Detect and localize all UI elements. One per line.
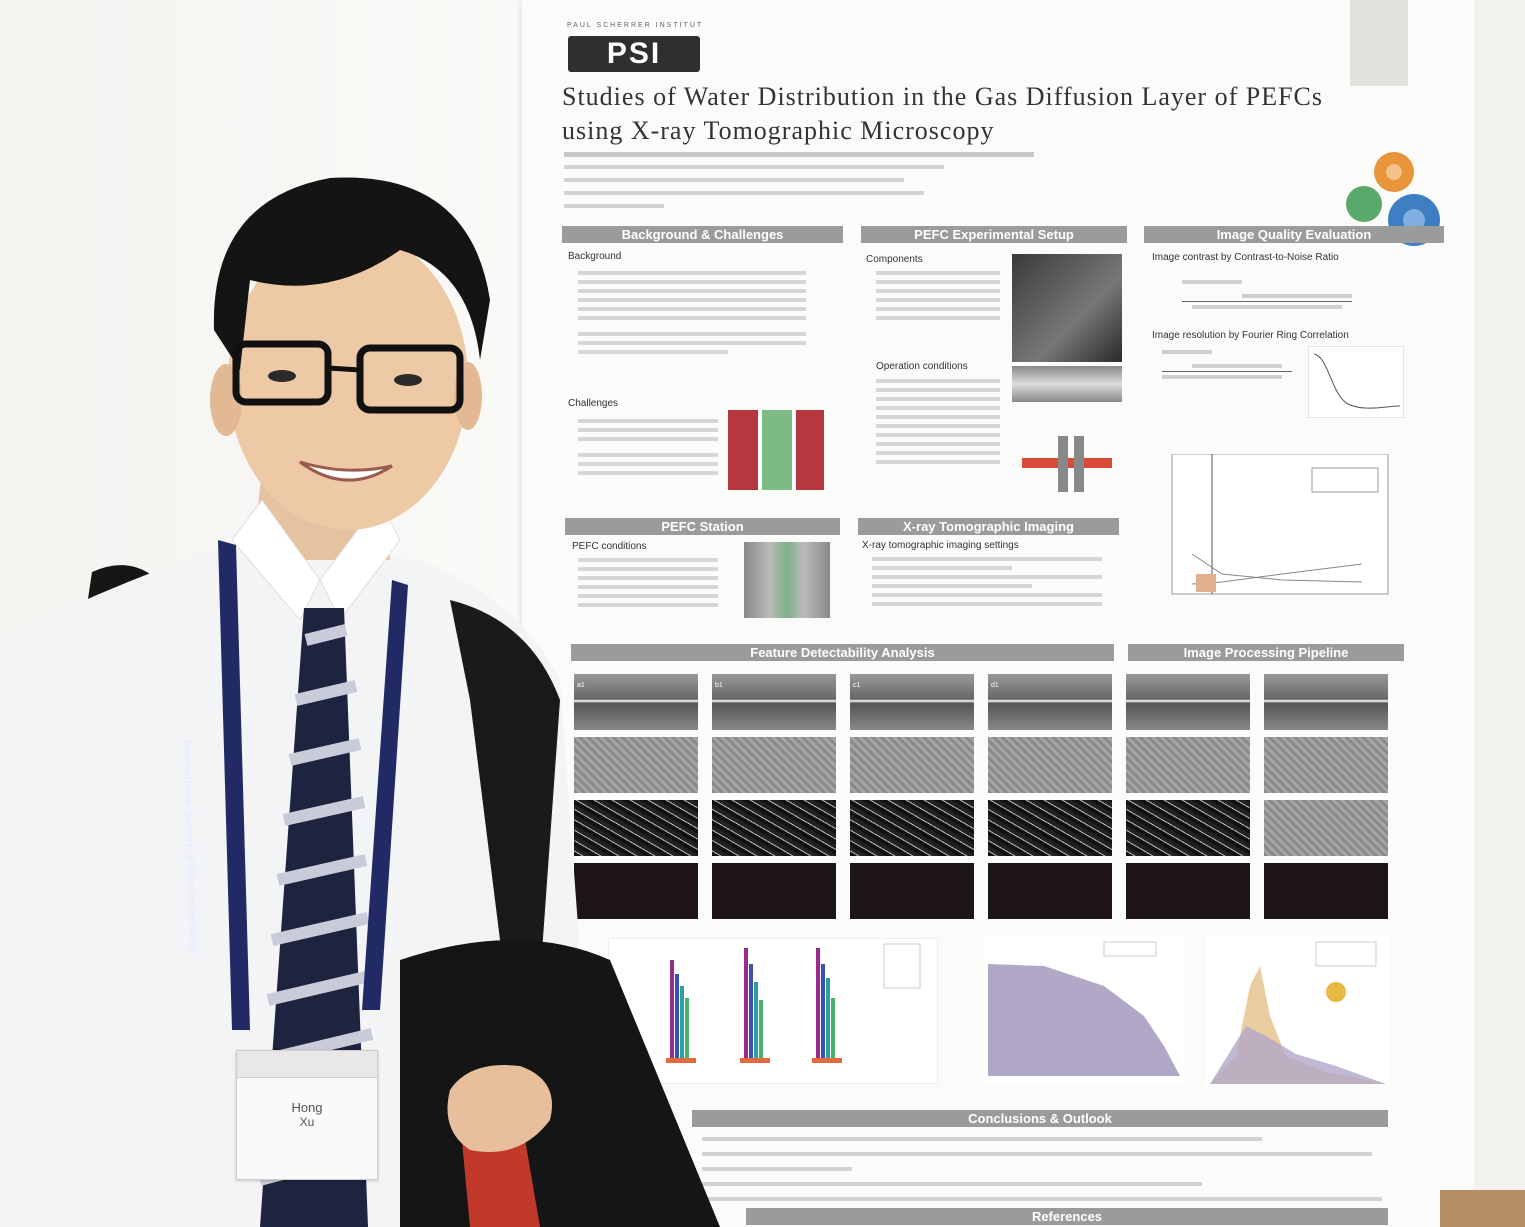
author-block xyxy=(564,152,1044,208)
subhead-xray-settings: X-ray tomographic imaging settings xyxy=(862,540,1019,551)
bar-chart-figure xyxy=(608,938,938,1084)
pefc-text xyxy=(578,553,718,612)
psi-logo: PSI xyxy=(568,36,700,72)
subhead-frc: Image resolution by Fourier Ring Correla… xyxy=(1152,330,1349,341)
subhead-components: Components xyxy=(866,254,923,265)
section-references: References xyxy=(746,1208,1388,1225)
section-feature: Feature Detectability Analysis xyxy=(571,644,1114,661)
backpack-strap-right xyxy=(450,600,560,980)
subhead-operation: Operation conditions xyxy=(876,361,968,372)
face xyxy=(228,230,468,530)
glasses-right xyxy=(356,344,464,414)
glasses-left xyxy=(232,340,332,406)
badge-first-name: Hong xyxy=(291,1100,323,1115)
setup-xray-image xyxy=(1012,366,1122,402)
bar-group-3 xyxy=(812,948,842,1063)
subhead-challenges: Challenges xyxy=(568,398,619,409)
hair xyxy=(213,177,490,370)
grid-label: d1 xyxy=(991,682,999,689)
operation-text xyxy=(876,374,1000,469)
badge-last-name: Xu xyxy=(299,1115,315,1129)
section-xray: X-ray Tomographic Imaging xyxy=(858,518,1119,535)
name-badge: Hong Xu xyxy=(236,1050,378,1180)
section-background: Background & Challenges xyxy=(562,226,843,243)
area-chart-figure xyxy=(984,936,1184,1086)
pefc-station-image xyxy=(744,542,830,618)
hand xyxy=(447,1065,552,1152)
cell-diagram xyxy=(728,410,824,490)
image-grid: a1 b1 c1 d1 xyxy=(574,674,1404,924)
person xyxy=(0,177,720,1227)
subhead-pefc-conditions: PEFC conditions xyxy=(572,541,647,552)
histogram-figure xyxy=(1206,936,1390,1086)
setup-photo xyxy=(1012,254,1122,362)
section-pipeline: Image Processing Pipeline xyxy=(1128,644,1404,661)
bar-group-2 xyxy=(740,948,770,1063)
section-setup: PEFC Experimental Setup xyxy=(861,226,1127,243)
section-pefc: PEFC Station xyxy=(565,518,840,535)
poster-title-line2: using X-ray Tomographic Microscopy xyxy=(562,116,995,145)
wall-right xyxy=(1474,0,1525,1227)
challenges-text xyxy=(578,414,718,480)
institute-name: PAUL SCHERRER INSTITUT xyxy=(567,22,704,29)
jacket xyxy=(400,940,720,1227)
cnr-frc-plot xyxy=(1171,454,1389,595)
lanyard-left xyxy=(218,540,250,1030)
frc-plot xyxy=(1308,346,1404,418)
subhead-background: Background xyxy=(568,251,622,262)
frc-formula xyxy=(1162,350,1292,410)
smile xyxy=(299,460,393,482)
grid-label: a1 xyxy=(577,682,585,689)
wall-fixture xyxy=(1350,0,1408,86)
grid-label: b1 xyxy=(715,682,723,689)
badge-header xyxy=(237,1051,377,1078)
poster-title-line1: Studies of Water Distribution in the Gas… xyxy=(562,82,1323,111)
setup-schematic xyxy=(1022,436,1112,492)
section-conclusions: Conclusions & Outlook xyxy=(692,1110,1388,1127)
conclusions-text xyxy=(702,1132,1392,1212)
grid-label: c1 xyxy=(853,682,861,689)
bar-group-1 xyxy=(666,960,696,1063)
section-quality: Image Quality Evaluation xyxy=(1144,226,1444,243)
cnr-formula xyxy=(1182,280,1352,320)
components-text xyxy=(876,266,1000,325)
background-text xyxy=(578,266,806,359)
xray-text xyxy=(872,552,1102,611)
floor xyxy=(1440,1190,1525,1227)
lanyard-right xyxy=(362,580,408,1010)
research-poster: PAUL SCHERRER INSTITUT PSI Studies of Wa… xyxy=(522,0,1474,1227)
subhead-cnr: Image contrast by Contrast-to-Noise Rati… xyxy=(1152,252,1339,263)
